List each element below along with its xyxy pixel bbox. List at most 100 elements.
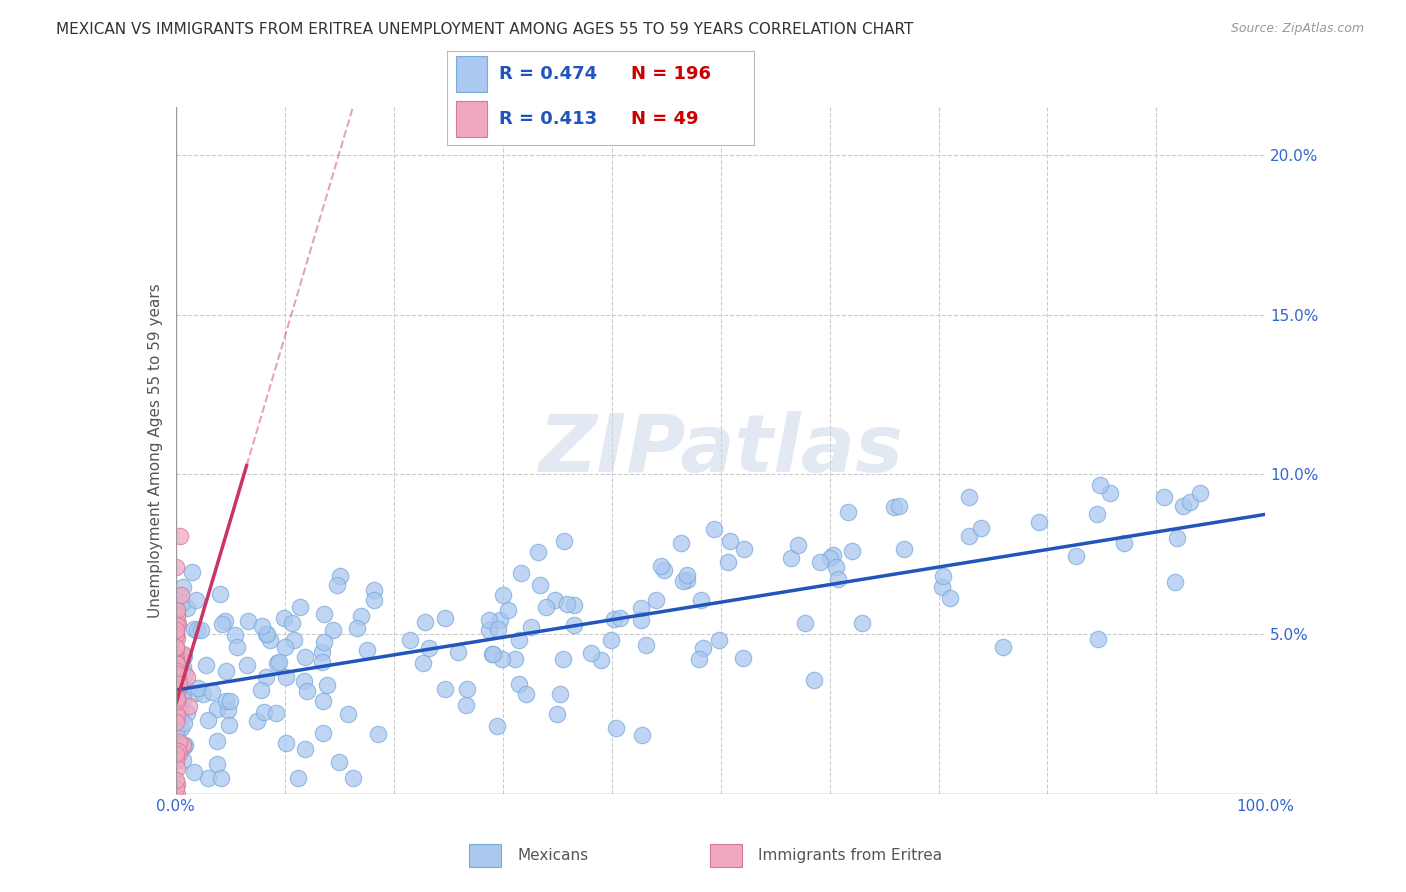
Point (492, 588, 515, 602)
FancyBboxPatch shape (710, 844, 742, 867)
Point (173, 648, 195, 663)
Point (630, 728, 652, 742)
Text: N = 49: N = 49 (631, 111, 699, 128)
Point (519, 620, 541, 634)
Point (170, 849, 193, 863)
Point (676, 568, 699, 582)
Point (363, 583, 385, 598)
Point (609, 611, 631, 625)
Point (555, 597, 578, 611)
Point (170, 588, 193, 602)
Point (707, 633, 730, 648)
Point (165, 780, 187, 795)
Point (217, 703, 239, 717)
Point (515, 687, 537, 701)
Point (166, 632, 188, 646)
Point (675, 573, 697, 587)
Point (254, 627, 277, 641)
Point (931, 580, 953, 594)
Point (283, 632, 305, 647)
Point (254, 670, 277, 684)
Point (165, 773, 187, 788)
Point (274, 640, 297, 654)
Point (851, 616, 873, 631)
Point (183, 622, 205, 636)
Point (165, 654, 187, 668)
Point (991, 640, 1014, 655)
Point (1090, 478, 1112, 492)
Point (434, 681, 457, 696)
Point (481, 647, 503, 661)
Point (562, 618, 585, 632)
Point (172, 738, 194, 752)
Point (166, 694, 188, 708)
Text: Mexicans: Mexicans (517, 848, 589, 863)
Point (312, 726, 335, 740)
Point (165, 709, 187, 723)
Point (177, 698, 200, 713)
Point (165, 640, 187, 654)
Point (489, 614, 512, 628)
Point (356, 643, 378, 657)
Point (1087, 632, 1109, 646)
Point (794, 616, 817, 631)
Point (602, 612, 624, 626)
Point (167, 663, 190, 677)
Point (491, 651, 513, 665)
Point (1153, 491, 1175, 505)
Point (197, 713, 219, 727)
Point (166, 691, 188, 706)
Point (503, 652, 526, 666)
Point (482, 647, 505, 661)
Point (456, 682, 478, 697)
Point (281, 616, 304, 631)
Point (690, 593, 713, 607)
Point (841, 544, 863, 558)
Point (294, 741, 316, 756)
Y-axis label: Unemployment Among Ages 55 to 59 years: Unemployment Among Ages 55 to 59 years (148, 283, 163, 618)
Point (166, 745, 188, 759)
Point (167, 744, 190, 758)
Point (174, 738, 197, 752)
Point (165, 643, 187, 657)
Point (169, 735, 191, 749)
Point (779, 550, 801, 565)
Point (803, 673, 825, 688)
Point (1114, 535, 1136, 549)
Point (957, 490, 980, 504)
Point (181, 565, 204, 579)
Point (1166, 532, 1188, 546)
Point (184, 686, 207, 700)
Point (170, 653, 193, 667)
Point (165, 651, 187, 665)
Text: Immigrants from Eritrea: Immigrants from Eritrea (758, 848, 942, 863)
Point (165, 624, 187, 638)
Point (510, 566, 533, 580)
Point (292, 674, 315, 689)
Point (346, 622, 368, 636)
Point (786, 538, 808, 552)
Point (688, 652, 710, 666)
Point (205, 733, 228, 747)
Point (224, 628, 246, 642)
Point (329, 569, 352, 583)
Point (166, 679, 188, 693)
Point (939, 591, 962, 605)
Point (183, 765, 205, 780)
Point (173, 739, 195, 753)
Point (209, 771, 232, 785)
Point (172, 647, 194, 661)
Point (166, 671, 188, 685)
Point (553, 533, 575, 548)
Point (322, 623, 344, 637)
Point (294, 649, 316, 664)
Point (166, 607, 188, 622)
Point (412, 656, 434, 670)
Point (225, 640, 247, 654)
Point (167, 666, 190, 681)
Point (165, 560, 187, 574)
Point (818, 550, 841, 565)
Point (176, 670, 198, 684)
Point (187, 681, 209, 695)
Point (508, 677, 530, 691)
